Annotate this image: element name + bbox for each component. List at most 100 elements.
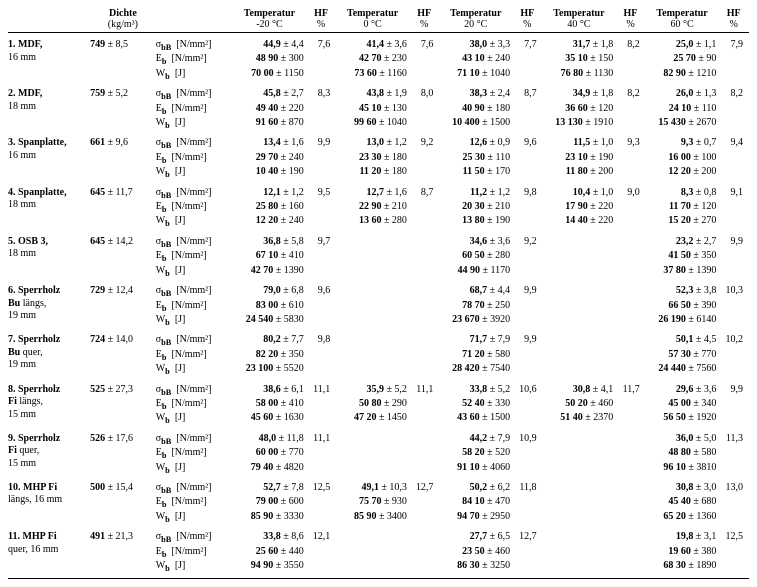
value-cell: 24 10 ± 110 (646, 103, 719, 117)
hf-value: 12,1 (306, 525, 336, 579)
header-temp-0: Temperatur-20 °C (233, 8, 306, 33)
hf-value: 11,1 (306, 378, 336, 427)
value-cell: 79,0 ± 6,8 (233, 279, 306, 299)
value-cell (336, 279, 409, 299)
value-cell: 99 60 ± 1040 (336, 117, 409, 131)
hf-value: 8,2 (718, 82, 749, 131)
density-value: 661 ± 9,6 (90, 131, 156, 180)
value-cell: 28 420 ± 7540 (439, 363, 512, 377)
value-cell: 23 30 ± 180 (336, 152, 409, 166)
value-cell: 16 00 ± 100 (646, 152, 719, 166)
hf-value: 9,8 (306, 328, 336, 377)
hf-value: 9,1 (718, 181, 749, 230)
value-cell: 50 80 ± 290 (336, 398, 409, 412)
hf-value: 8,7 (409, 181, 439, 230)
table-row: 4. Spanplatte,18 mm645 ± 11,7σbB [N/mm²]… (8, 181, 749, 201)
value-cell (336, 546, 409, 560)
property-label: Wb [J] (156, 511, 233, 525)
value-cell (543, 427, 616, 447)
value-cell: 36,0 ± 5,0 (646, 427, 719, 447)
value-cell: 27,7 ± 6,5 (439, 525, 512, 545)
material-name: 2. MDF,18 mm (8, 82, 90, 131)
value-cell (543, 349, 616, 363)
hf-value: 10,9 (512, 427, 542, 476)
value-cell: 48 90 ± 300 (233, 53, 306, 67)
hf-value: 10,3 (718, 279, 749, 328)
density-value: 724 ± 14,0 (90, 328, 156, 377)
value-cell (543, 560, 616, 579)
hf-value: 9,5 (306, 181, 336, 230)
table-row: 8. SperrholzFi längs,15 mm525 ± 27,3σbB … (8, 378, 749, 398)
value-cell: 41,4 ± 3,6 (336, 33, 409, 54)
value-cell: 11 50 ± 170 (439, 166, 512, 180)
value-cell: 91 10 ± 4060 (439, 462, 512, 476)
property-label: Wb [J] (156, 68, 233, 82)
value-cell: 47 20 ± 1450 (336, 412, 409, 426)
value-cell: 23,2 ± 2,7 (646, 230, 719, 250)
value-cell (336, 265, 409, 279)
value-cell: 60 00 ± 770 (233, 447, 306, 461)
property-label: Eb [N/mm²] (156, 398, 233, 412)
header-dichte: Dichte (kg/m³) (90, 8, 156, 33)
material-name: 8. SperrholzFi längs,15 mm (8, 378, 90, 427)
material-name: 5. OSB 3,18 mm (8, 230, 90, 279)
value-cell: 23 670 ± 3920 (439, 314, 512, 328)
value-cell (543, 496, 616, 510)
value-cell: 50,1 ± 4,5 (646, 328, 719, 348)
value-cell (543, 525, 616, 545)
material-name: 10. MHP Filängs, 16 mm (8, 476, 90, 525)
value-cell: 79 40 ± 4820 (233, 462, 306, 476)
value-cell: 10 40 ± 190 (233, 166, 306, 180)
value-cell: 8,3 ± 0,8 (646, 181, 719, 201)
value-cell: 43,8 ± 1,9 (336, 82, 409, 102)
table-header: Dichte (kg/m³) Temperatur-20 °C HF% Temp… (8, 8, 749, 33)
table-row: 3. Spanplatte,16 mm661 ± 9,6σbB [N/mm²]1… (8, 131, 749, 151)
density-value: 491 ± 21,3 (90, 525, 156, 579)
hf-value: 12,7 (409, 476, 439, 525)
value-cell: 85 90 ± 3400 (336, 511, 409, 525)
value-cell: 23 50 ± 460 (439, 546, 512, 560)
value-cell: 25 70 ± 90 (646, 53, 719, 67)
hf-value: 11,8 (512, 476, 542, 525)
value-cell (336, 250, 409, 264)
hf-value: 12,5 (718, 525, 749, 579)
property-label: Eb [N/mm²] (156, 300, 233, 314)
value-cell: 57 30 ± 770 (646, 349, 719, 363)
hf-value (615, 476, 645, 525)
value-cell: 45 00 ± 340 (646, 398, 719, 412)
value-cell: 83 00 ± 610 (233, 300, 306, 314)
hf-value: 9,9 (718, 230, 749, 279)
value-cell: 52,7 ± 7,8 (233, 476, 306, 496)
value-cell: 11,5 ± 1,0 (543, 131, 616, 151)
value-cell: 37 80 ± 1390 (646, 265, 719, 279)
value-cell (543, 265, 616, 279)
value-cell: 11,2 ± 1,2 (439, 181, 512, 201)
value-cell: 66 50 ± 390 (646, 300, 719, 314)
value-cell (336, 230, 409, 250)
value-cell: 75 70 ± 930 (336, 496, 409, 510)
value-cell: 12 20 ± 200 (646, 166, 719, 180)
value-cell: 80,2 ± 7,7 (233, 328, 306, 348)
value-cell: 94 90 ± 3550 (233, 560, 306, 579)
value-cell: 48 80 ± 580 (646, 447, 719, 461)
header-hf-4: HF% (718, 8, 749, 33)
value-cell: 56 50 ± 1920 (646, 412, 719, 426)
hf-value: 8,2 (615, 33, 645, 83)
value-cell: 40 90 ± 180 (439, 103, 512, 117)
density-value: 645 ± 14,2 (90, 230, 156, 279)
density-value: 749 ± 8,5 (90, 33, 156, 83)
value-cell: 29 70 ± 240 (233, 152, 306, 166)
value-cell: 17 90 ± 220 (543, 201, 616, 215)
value-cell: 34,6 ± 3,6 (439, 230, 512, 250)
value-cell: 58 20 ± 520 (439, 447, 512, 461)
value-cell: 26 190 ± 6140 (646, 314, 719, 328)
property-label: Wb [J] (156, 560, 233, 579)
property-label: Eb [N/mm²] (156, 546, 233, 560)
property-label: σbB [N/mm²] (156, 181, 233, 201)
material-name: 1. MDF,16 mm (8, 33, 90, 83)
value-cell (543, 328, 616, 348)
value-cell (543, 511, 616, 525)
value-cell: 42 70 ± 1390 (233, 265, 306, 279)
value-cell: 45 60 ± 1630 (233, 412, 306, 426)
hf-value: 10,2 (718, 328, 749, 377)
